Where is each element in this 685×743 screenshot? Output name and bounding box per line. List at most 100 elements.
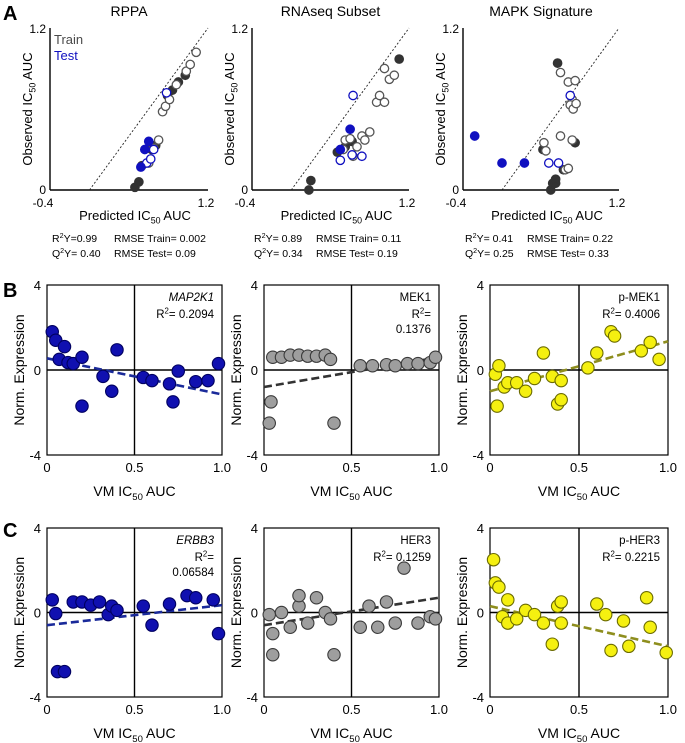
data-point <box>527 607 542 622</box>
data-point <box>486 552 501 567</box>
panel-label-c: C <box>3 520 17 542</box>
y-tick-label: 0 <box>477 606 484 621</box>
data-point <box>497 158 507 168</box>
data-point <box>327 416 341 430</box>
data-point <box>652 352 666 367</box>
data-point <box>345 124 355 135</box>
panel-label-a: A <box>3 3 17 25</box>
y-tick-label: 1.2 <box>231 22 248 36</box>
data-point <box>639 590 654 605</box>
x-tick-label: 1.2 <box>609 196 626 210</box>
data-point <box>604 643 618 658</box>
data-point <box>567 135 578 145</box>
identity-line <box>89 27 209 191</box>
r-squared-label: R2= 0.2215 <box>602 550 660 564</box>
data-point <box>616 614 631 628</box>
stat-r2y: R2Y= 0.89 <box>254 232 302 245</box>
x-tick-label: 1.2 <box>399 196 416 210</box>
data-point <box>145 154 156 164</box>
data-point <box>552 58 563 68</box>
y-tick-label: -4 <box>246 448 258 463</box>
gene-label: MEK1 <box>400 292 431 304</box>
x-tick-label: 1.0 <box>659 702 677 717</box>
data-point <box>541 146 551 156</box>
trend-line <box>263 596 440 627</box>
data-point <box>110 603 124 618</box>
data-point <box>309 590 324 605</box>
data-point <box>570 75 580 86</box>
x-tick-label: 0 <box>260 702 267 717</box>
chart-title: RNAseq Subset <box>281 3 381 19</box>
data-point <box>598 607 613 622</box>
data-point <box>136 599 151 613</box>
data-point <box>622 639 636 654</box>
y-axis-label: Norm. Expression <box>454 557 470 668</box>
chart-title: RPPA <box>110 3 148 19</box>
y-tick-label: 4 <box>34 278 41 293</box>
data-point <box>162 377 177 391</box>
data-point <box>143 136 154 147</box>
data-point <box>265 647 280 662</box>
data-point <box>509 612 524 626</box>
data-point <box>379 63 390 74</box>
data-point <box>105 384 119 398</box>
stat-q2y: Q2Y= 0.25 <box>465 247 514 260</box>
gene-label: MAP2K1 <box>169 292 214 304</box>
data-point <box>274 605 289 620</box>
y-tick-label: 4 <box>251 521 258 536</box>
stat-rmse-test: RMSE Test= 0.19 <box>316 248 398 260</box>
x-axis-label: VM IC50 AUC <box>538 725 620 743</box>
x-tick-label: 0 <box>486 702 493 717</box>
stat-q2y: Q2Y= 0.34 <box>254 247 303 260</box>
data-point <box>306 175 316 186</box>
x-axis-label: Predicted IC50 AUC <box>281 208 393 226</box>
data-point <box>335 144 346 155</box>
data-point <box>543 158 554 168</box>
data-point <box>189 590 203 605</box>
data-point <box>347 150 357 160</box>
data-point <box>352 141 362 152</box>
data-point <box>397 561 411 575</box>
r-squared-label: R2= <box>412 307 432 321</box>
y-axis-label: Observed IC50 AUC <box>20 52 38 165</box>
chart-A3: MAPK Signature 1.2 0-0.4 1.2 Observed IC50 A… <box>433 3 626 260</box>
y-tick-label: 0 <box>39 183 46 197</box>
data-point <box>581 361 595 375</box>
r-squared-label: R2= 0.1259 <box>373 550 431 564</box>
data-point <box>211 356 226 371</box>
x-tick-label: 0 <box>43 702 50 717</box>
r-squared-label: 0.06584 <box>172 567 214 579</box>
x-tick-label: 1.0 <box>430 702 448 717</box>
stat-rmse-train: RMSE Train= 0.22 <box>527 233 613 245</box>
y-axis-label: Norm. Expression <box>11 314 27 425</box>
data-point <box>265 626 280 641</box>
data-point <box>492 358 506 373</box>
data-point <box>563 163 574 174</box>
r-squared-label: 0.1376 <box>396 324 431 336</box>
data-point <box>492 580 506 594</box>
y-tick-label: 1.2 <box>29 22 46 36</box>
data-point <box>300 616 315 630</box>
y-tick-label: 0 <box>251 606 258 621</box>
r-squared-label: R2= 0.4006 <box>602 307 660 321</box>
y-tick-label: -4 <box>472 690 484 705</box>
y-axis-label: Norm. Expression <box>11 557 27 668</box>
gene-label: p-HER3 <box>619 535 660 547</box>
data-point <box>519 158 530 168</box>
x-tick-label: 1.0 <box>213 702 231 717</box>
data-point <box>166 395 180 409</box>
data-point <box>545 637 560 651</box>
data-point <box>145 373 159 388</box>
data-point <box>379 595 394 609</box>
data-point <box>370 620 385 635</box>
data-point <box>643 335 657 350</box>
data-point <box>335 155 346 166</box>
data-point <box>323 612 338 626</box>
data-point <box>554 595 568 609</box>
gene-label: ERBB3 <box>176 535 214 547</box>
data-point <box>536 616 551 630</box>
